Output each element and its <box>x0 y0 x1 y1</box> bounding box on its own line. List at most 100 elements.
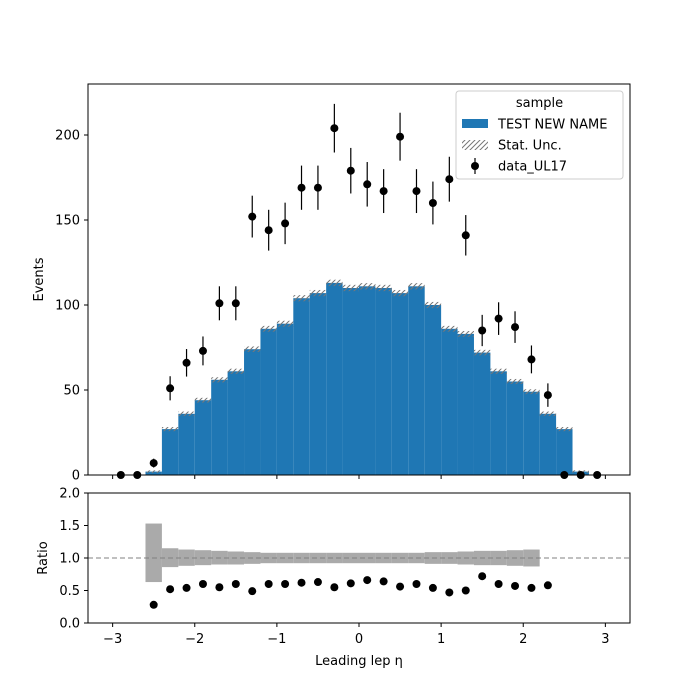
data-point-3 <box>166 384 175 393</box>
mc-bar-26 <box>539 413 557 475</box>
data-point-10 <box>281 219 290 228</box>
mc-bar-4 <box>178 413 195 475</box>
data-point-26 <box>543 391 552 400</box>
ratio-ylabel: Ratio <box>36 541 51 574</box>
main-ytick-label-2: 100 <box>55 299 80 314</box>
ratio-ytick-label-3: 1.5 <box>59 519 80 534</box>
legend-swatch-mc <box>462 119 488 128</box>
data-point-8 <box>248 212 257 221</box>
ratio-xtick-label-5: 2 <box>519 632 527 647</box>
data-point-22 <box>478 326 487 335</box>
data-point-2 <box>149 459 158 468</box>
legend: sample TEST NEW NAME Stat. Unc. data_UL17 <box>455 90 624 180</box>
stat-unc-band-22 <box>473 349 491 356</box>
ratio-unc-band-9 <box>293 552 310 564</box>
stat-unc-band-8 <box>244 346 261 352</box>
data-point-14 <box>346 166 355 175</box>
legend-label-0: TEST NEW NAME <box>497 118 607 133</box>
ratio-xtick-label-0: −3 <box>103 632 122 647</box>
stat-unc-band-16 <box>375 284 392 292</box>
stat-unc-band-15 <box>359 283 376 290</box>
ratio-point-16 <box>412 580 421 588</box>
mc-bar-13 <box>326 282 343 475</box>
ratio-point-5 <box>231 580 240 588</box>
mc-bar-6 <box>211 379 228 475</box>
mc-bar-15 <box>359 286 376 475</box>
ratio-point-18 <box>445 588 454 597</box>
ratio-unc-band-13 <box>359 552 376 564</box>
ratio-unc-band-10 <box>309 552 327 564</box>
stat-unc-band-12 <box>309 289 327 297</box>
ratio-unc-band-0 <box>145 523 162 583</box>
ratio-point-12 <box>346 579 355 588</box>
data-point-19 <box>428 199 437 207</box>
stat-unc-band-17 <box>391 289 409 297</box>
stat-unc-band-23 <box>490 368 507 374</box>
data-point-21 <box>461 231 470 240</box>
main-ytick-label-1: 50 <box>63 384 80 399</box>
ratio-ytick-label-4: 2.0 <box>59 487 80 502</box>
ratio-xlabel: Leading lep η <box>315 654 403 669</box>
legend-swatch-unc <box>462 140 488 150</box>
ratio-point-0 <box>149 600 158 609</box>
main-ytick-label-3: 150 <box>55 214 80 229</box>
stat-unc-band-18 <box>408 283 425 290</box>
stat-unc-band-7 <box>227 368 245 374</box>
data-point-13 <box>330 124 339 133</box>
stat-unc-band-5 <box>194 397 212 403</box>
main-ytick-label-0: 0 <box>72 469 80 484</box>
stat-unc-band-4 <box>178 411 195 417</box>
ratio-xtick-label-6: 3 <box>601 632 609 647</box>
mc-bar-19 <box>424 305 442 475</box>
ratio-point-4 <box>215 583 224 592</box>
mc-bar-14 <box>342 288 359 475</box>
ratio-xtick-label-1: −2 <box>185 632 204 647</box>
ratio-point-20 <box>478 572 487 581</box>
ratio-point-11 <box>330 583 339 592</box>
ratio-point-7 <box>264 580 273 588</box>
mc-bar-12 <box>309 293 327 475</box>
ratio-unc-band-12 <box>342 552 359 564</box>
data-point-17 <box>396 132 405 141</box>
ratio-point-15 <box>396 582 405 591</box>
ratio-xtick-label-2: −1 <box>267 632 286 647</box>
ratio-point-6 <box>248 587 257 596</box>
data-point-7 <box>231 299 240 308</box>
legend-label-1: Stat. Unc. <box>498 139 562 154</box>
mc-bar-20 <box>441 328 458 475</box>
stat-unc-band-19 <box>424 301 442 309</box>
data-point-16 <box>379 187 388 196</box>
mc-bar-18 <box>408 286 425 475</box>
stat-unc-band-20 <box>441 325 458 332</box>
stat-unc-band-13 <box>326 279 343 287</box>
legend-frame <box>455 90 624 180</box>
ratio-point-22 <box>511 581 520 590</box>
ratio-xtick-label-3: 0 <box>355 632 363 647</box>
ratio-point-23 <box>527 583 536 592</box>
mc-bar-5 <box>194 400 212 475</box>
ratio-ytick-label-0: 0.0 <box>59 617 80 632</box>
ratio-point-19 <box>461 586 470 595</box>
mc-bar-23 <box>490 371 507 475</box>
stat-unc-band-11 <box>293 295 310 302</box>
legend-label-2: data_UL17 <box>498 160 567 175</box>
stat-unc-band-2 <box>145 470 162 473</box>
mc-bar-22 <box>473 352 491 475</box>
main-ytick-label-4: 200 <box>55 129 80 144</box>
ratio-point-1 <box>166 585 175 594</box>
data-point-9 <box>264 226 273 235</box>
mc-bar-2 <box>145 471 162 475</box>
ratio-point-24 <box>543 581 552 590</box>
data-point-11 <box>297 183 306 192</box>
data-point-4 <box>182 358 191 367</box>
stat-unc-band-26 <box>539 411 557 417</box>
stat-unc-band-21 <box>457 331 474 337</box>
mc-bar-11 <box>293 298 310 475</box>
main-ylabel: Events <box>32 257 47 301</box>
ratio-unc-band-8 <box>276 552 294 564</box>
data-point-15 <box>363 180 372 189</box>
mc-bar-7 <box>227 371 245 475</box>
mc-bar-21 <box>457 333 474 475</box>
main-plot-panel: 0 50 100 150 200 Events <box>32 83 631 484</box>
